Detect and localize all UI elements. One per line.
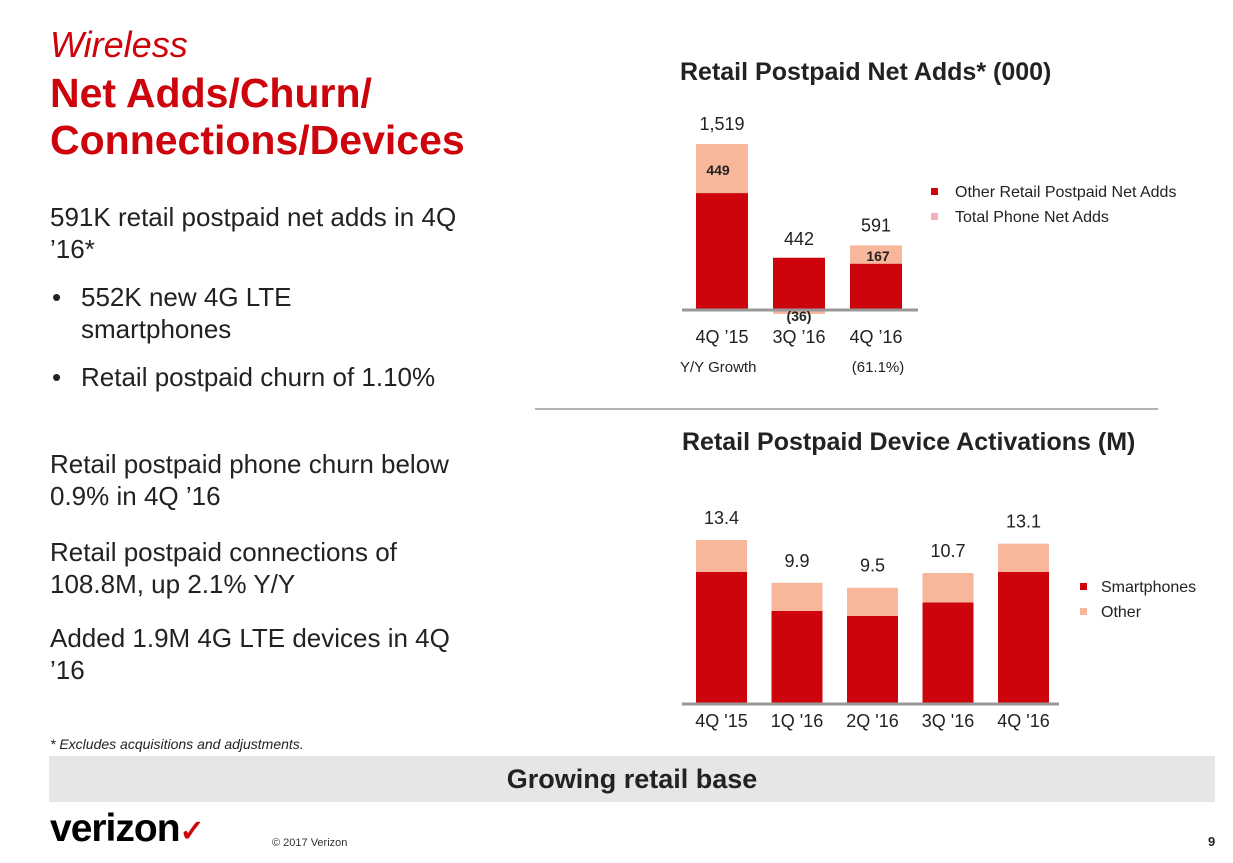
- category-label: 4Q '16: [997, 711, 1049, 731]
- growth-value: (61.1%): [852, 359, 905, 376]
- legend-swatch: [931, 213, 938, 220]
- chart1-title: Retail Postpaid Net Adds* (000): [680, 58, 1051, 86]
- bar-smartphones: [922, 602, 974, 704]
- bar-other-net-adds: [696, 193, 748, 310]
- bar-other: [847, 587, 898, 616]
- total-label: 442: [784, 229, 814, 249]
- chart2-bars: [696, 540, 1049, 704]
- bar-other-net-adds: [773, 257, 825, 310]
- total-label: 591: [861, 215, 891, 235]
- chart1-legend: Other Retail Postpaid Net Adds Total Phon…: [931, 184, 1176, 226]
- category-label: 2Q '16: [846, 711, 898, 731]
- bar-smartphones: [847, 615, 898, 704]
- page-number: 9: [1208, 834, 1216, 849]
- bar-phone-net-adds: [696, 144, 748, 194]
- legend-label: Other Retail Postpaid Net Adds: [955, 184, 1176, 201]
- bullet-text: Retail postpaid churn of 1.10%: [81, 362, 436, 392]
- legend-swatch: [931, 188, 938, 195]
- total-label: 9.9: [784, 551, 809, 571]
- total-label: 1,519: [699, 114, 744, 134]
- bar-other: [922, 573, 974, 603]
- logo-text: verizon: [50, 807, 181, 850]
- section-title: Wireless: [50, 24, 188, 65]
- bar-smartphones: [771, 610, 823, 704]
- bar-other: [998, 543, 1049, 572]
- footnote: * Excludes acquisitions and adjustments.: [50, 736, 304, 752]
- banner-text: Growing retail base: [506, 764, 758, 794]
- bullet-marker: •: [52, 282, 62, 312]
- phone-adds-label: 167: [866, 248, 890, 264]
- paragraph-phone-churn: Retail postpaid phone churn below 0.9% i…: [50, 449, 449, 511]
- legend-label: Other: [1101, 604, 1142, 621]
- copyright: © 2017 Verizon: [272, 837, 348, 849]
- total-label: 10.7: [930, 541, 965, 561]
- legend-swatch: [1080, 583, 1087, 590]
- bar-smartphones: [998, 571, 1049, 704]
- paragraph-lte-devices: Added 1.9M 4G LTE devices in 4Q ’16: [50, 623, 450, 685]
- category-label: 3Q ’16: [772, 327, 825, 347]
- chart2-legend: Smartphones Other: [1080, 579, 1196, 621]
- bullet-churn: • Retail postpaid churn of 1.10%: [50, 361, 450, 425]
- banner: Growing retail base: [49, 756, 1215, 802]
- chart2-title: Retail Postpaid Device Activations (M): [682, 428, 1135, 456]
- category-label: 1Q '16: [771, 711, 823, 731]
- legend-label: Total Phone Net Adds: [955, 209, 1109, 226]
- category-label: 3Q '16: [922, 711, 974, 731]
- bar-phone-net-adds: [850, 245, 902, 264]
- category-label: 4Q ’16: [849, 327, 902, 347]
- verizon-logo: verizon✓: [50, 807, 205, 851]
- bullet-lte-smartphones: • 552K new 4G LTE smartphones: [50, 281, 450, 345]
- chart1-labels: 1,519 4Q ’15 442 3Q ’16 591 4Q ’16 (61.1%) 449 (…: [695, 114, 904, 376]
- chart1-growth-label: Y/Y Growth: [680, 359, 756, 376]
- bar-other-net-adds: [850, 263, 902, 310]
- total-label: 9.5: [860, 556, 885, 576]
- paragraph-net-adds: 591K retail postpaid net adds in 4Q ’16*: [50, 202, 457, 264]
- slide-title: Net Adds/Churn/ Connections/Devices: [50, 70, 465, 163]
- check-icon: ✓: [179, 815, 205, 848]
- chart1-bars: [696, 144, 902, 314]
- phone-adds-label: (36): [787, 308, 812, 324]
- total-label: 13.4: [704, 508, 739, 528]
- bar-smartphones: [696, 571, 747, 704]
- phone-adds-label: 449: [706, 162, 730, 178]
- bar-phone-net-adds: [773, 310, 825, 314]
- total-label: 13.1: [1006, 512, 1041, 532]
- chart2-labels: 13.4 4Q '15 9.9 1Q '16 9.5 2Q '16 10.7 3Q '16 13…: [695, 508, 1049, 731]
- category-label: 4Q ’15: [695, 327, 748, 347]
- category-label: 4Q '15: [695, 711, 747, 731]
- bar-other: [771, 582, 823, 611]
- legend-label: Smartphones: [1101, 579, 1196, 596]
- bar-other: [696, 540, 747, 572]
- paragraph-connections: Retail postpaid connections of 108.8M, u…: [50, 537, 397, 599]
- bullet-text: 552K new 4G LTE smartphones: [81, 282, 292, 344]
- legend-swatch: [1080, 608, 1087, 615]
- bullet-marker: •: [52, 362, 62, 392]
